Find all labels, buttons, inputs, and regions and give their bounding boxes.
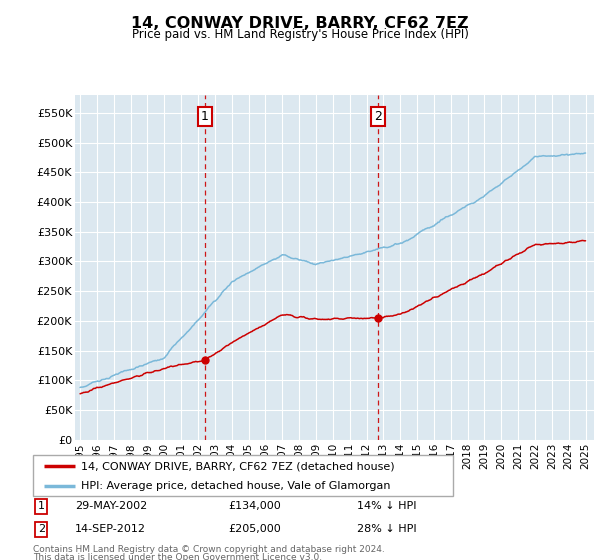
Text: 14-SEP-2012: 14-SEP-2012 [75,524,146,534]
Text: 1: 1 [201,110,209,123]
Text: 1: 1 [38,501,45,511]
Text: Price paid vs. HM Land Registry's House Price Index (HPI): Price paid vs. HM Land Registry's House … [131,28,469,41]
Text: 29-MAY-2002: 29-MAY-2002 [75,501,147,511]
FancyBboxPatch shape [33,455,453,496]
Text: HPI: Average price, detached house, Vale of Glamorgan: HPI: Average price, detached house, Vale… [82,480,391,491]
Text: 2: 2 [38,524,45,534]
Text: 2: 2 [374,110,382,123]
Text: £134,000: £134,000 [229,501,281,511]
Text: 14, CONWAY DRIVE, BARRY, CF62 7EZ (detached house): 14, CONWAY DRIVE, BARRY, CF62 7EZ (detac… [82,461,395,471]
Text: 14, CONWAY DRIVE, BARRY, CF62 7EZ: 14, CONWAY DRIVE, BARRY, CF62 7EZ [131,16,469,31]
Text: 28% ↓ HPI: 28% ↓ HPI [356,524,416,534]
Text: £205,000: £205,000 [229,524,281,534]
Text: Contains HM Land Registry data © Crown copyright and database right 2024.: Contains HM Land Registry data © Crown c… [33,545,385,554]
Text: This data is licensed under the Open Government Licence v3.0.: This data is licensed under the Open Gov… [33,553,322,560]
Text: 14% ↓ HPI: 14% ↓ HPI [356,501,416,511]
